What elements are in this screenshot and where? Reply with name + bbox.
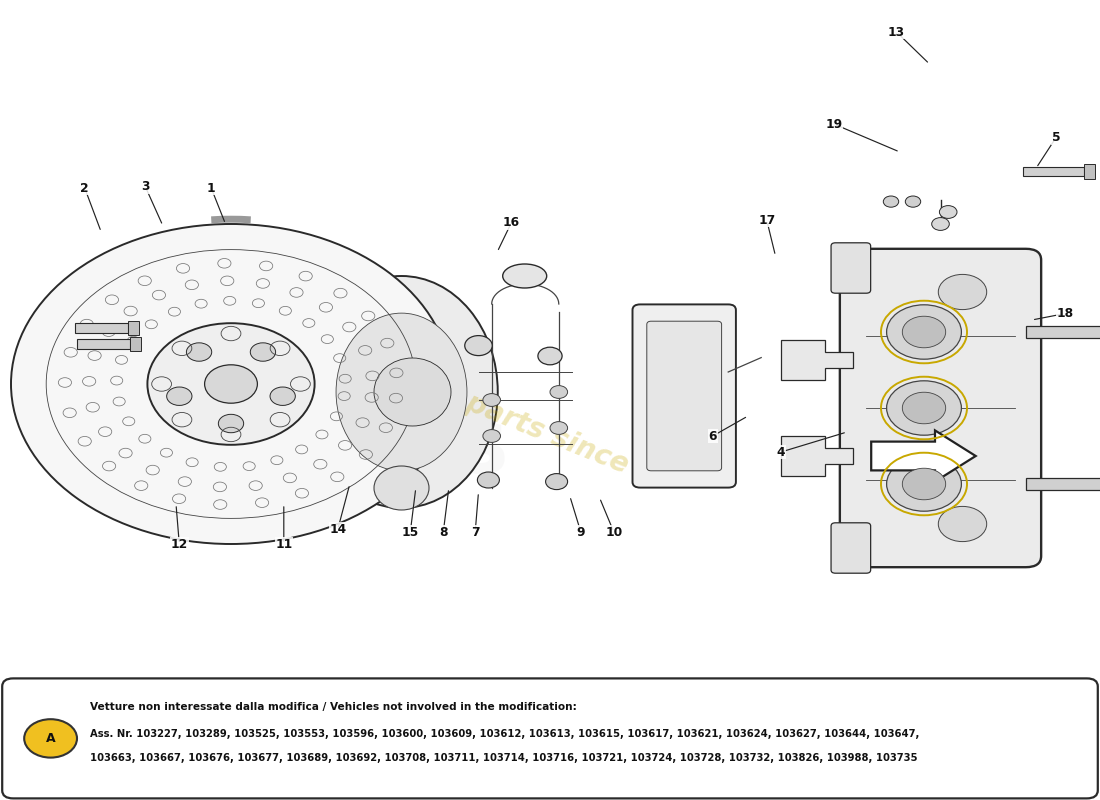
- Text: euro: euro: [143, 330, 429, 438]
- Bar: [1084, 164, 1094, 179]
- Bar: [1025, 478, 1100, 490]
- Circle shape: [205, 365, 257, 403]
- Circle shape: [24, 719, 77, 758]
- FancyBboxPatch shape: [832, 242, 871, 293]
- Circle shape: [464, 336, 493, 355]
- Text: 8: 8: [439, 526, 448, 538]
- Circle shape: [483, 394, 500, 406]
- Circle shape: [218, 414, 244, 433]
- Text: 16: 16: [503, 216, 520, 229]
- Text: 17: 17: [758, 214, 776, 226]
- Circle shape: [186, 343, 211, 362]
- FancyBboxPatch shape: [647, 321, 722, 470]
- Text: 103663, 103667, 103676, 103677, 103689, 103692, 103708, 103711, 103714, 103716, : 103663, 103667, 103676, 103677, 103689, …: [90, 753, 917, 762]
- Ellipse shape: [337, 313, 468, 471]
- Bar: [1025, 326, 1100, 338]
- FancyBboxPatch shape: [832, 523, 871, 573]
- Polygon shape: [871, 430, 976, 482]
- Ellipse shape: [306, 276, 497, 508]
- Text: 1: 1: [207, 182, 216, 194]
- Ellipse shape: [503, 264, 547, 288]
- Text: 14: 14: [329, 523, 346, 536]
- Text: 15: 15: [402, 526, 419, 538]
- Text: A: A: [46, 732, 55, 745]
- Circle shape: [939, 206, 957, 218]
- Circle shape: [902, 468, 946, 500]
- Text: 18: 18: [1056, 307, 1074, 320]
- Text: a passion for parts since 1: a passion for parts since 1: [265, 310, 659, 490]
- Circle shape: [887, 381, 961, 435]
- Circle shape: [938, 506, 987, 542]
- Circle shape: [251, 343, 276, 362]
- Text: Vetture non interessate dalla modifica / Vehicles not involved in the modificati: Vetture non interessate dalla modifica /…: [90, 702, 578, 712]
- Circle shape: [883, 196, 899, 207]
- Circle shape: [477, 472, 499, 488]
- Circle shape: [905, 196, 921, 207]
- Circle shape: [938, 274, 987, 310]
- Circle shape: [550, 386, 568, 398]
- Bar: [128, 321, 139, 335]
- Circle shape: [270, 387, 295, 406]
- Text: parts: parts: [242, 404, 509, 492]
- Circle shape: [550, 422, 568, 434]
- Text: 19: 19: [825, 118, 843, 130]
- Circle shape: [147, 323, 315, 445]
- FancyBboxPatch shape: [2, 678, 1098, 798]
- Ellipse shape: [374, 466, 429, 510]
- Text: 6: 6: [708, 430, 717, 442]
- Text: 4: 4: [777, 446, 785, 458]
- Circle shape: [538, 347, 562, 365]
- Circle shape: [902, 316, 946, 348]
- Text: 11: 11: [275, 538, 293, 550]
- Polygon shape: [781, 340, 852, 380]
- Circle shape: [902, 392, 946, 424]
- Text: 13: 13: [888, 26, 905, 38]
- Circle shape: [546, 474, 568, 490]
- Text: 9: 9: [576, 526, 585, 538]
- Circle shape: [932, 218, 949, 230]
- Text: Ass. Nr. 103227, 103289, 103525, 103553, 103596, 103600, 103609, 103612, 103613,: Ass. Nr. 103227, 103289, 103525, 103553,…: [90, 729, 920, 738]
- Ellipse shape: [374, 358, 451, 426]
- Text: 3: 3: [141, 180, 150, 193]
- Bar: [75, 323, 128, 333]
- FancyBboxPatch shape: [840, 249, 1041, 567]
- Text: 7: 7: [471, 526, 480, 538]
- Polygon shape: [781, 436, 852, 476]
- Circle shape: [887, 305, 961, 359]
- Circle shape: [11, 224, 451, 544]
- Bar: [130, 337, 141, 351]
- Circle shape: [887, 457, 961, 511]
- Circle shape: [167, 387, 192, 406]
- Text: 2: 2: [80, 182, 89, 194]
- Text: 12: 12: [170, 538, 188, 550]
- Bar: [1023, 167, 1084, 176]
- Bar: [77, 339, 130, 349]
- FancyBboxPatch shape: [632, 304, 736, 487]
- Circle shape: [483, 430, 500, 442]
- Text: 5: 5: [1052, 131, 1060, 144]
- Text: 10: 10: [605, 526, 623, 538]
